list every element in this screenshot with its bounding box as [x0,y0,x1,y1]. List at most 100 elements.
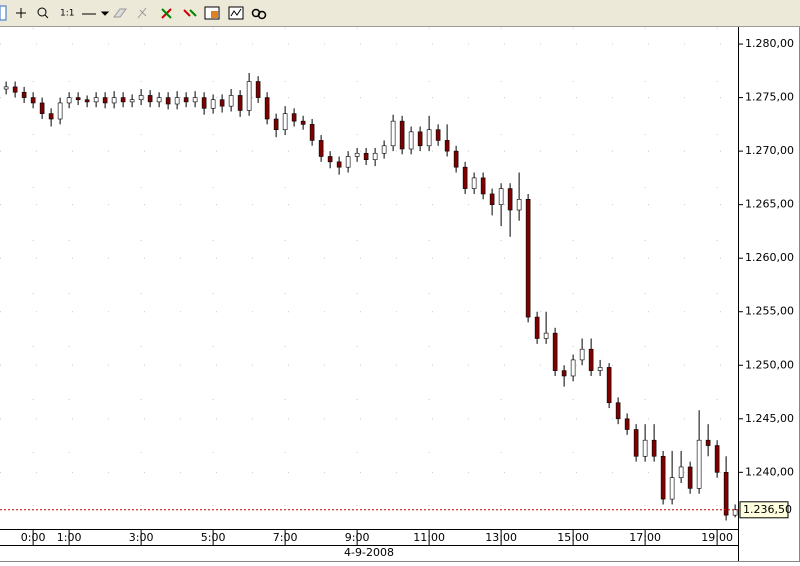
candle-body [435,129,441,141]
candle-body [84,99,90,103]
candle-body [525,199,531,318]
candle-body [615,402,621,420]
candle-body [687,466,693,489]
candle-body [561,370,567,377]
candle-body [588,348,594,371]
candle-body [507,188,513,211]
candle-body [165,97,171,105]
candle-body [30,97,36,104]
y-tick-label: 1.250,00 [745,358,794,371]
candle-body [57,102,63,120]
link-button[interactable] [251,8,267,20]
last-price-box [739,501,789,519]
candle-body [291,113,297,122]
draw-button[interactable] [137,7,147,19]
last-price-label: 1.236,50 [743,503,792,516]
x-tick-label: 13:00 [485,531,517,544]
x-tick-label: 5:00 [201,531,226,544]
candle-body [336,161,342,168]
x-tick-label: 19:00 [701,531,733,544]
candle-body [264,97,270,120]
candle-body [453,150,459,168]
arrows-button[interactable] [161,8,172,19]
zoom-button[interactable] [37,7,49,19]
x-tick-label: 11:00 [413,531,445,544]
candle-body [237,95,243,111]
candle-body [93,97,99,103]
candle-body [39,102,45,114]
select-button[interactable] [0,5,7,21]
candle-body [408,131,414,150]
candle-body [138,95,144,101]
candle-body [579,348,585,361]
line-tool[interactable] [82,11,110,16]
y-tick-label: 1.255,00 [745,305,794,318]
candle-body [129,99,135,103]
candle-body [543,332,549,339]
candle-body [489,193,495,205]
x-tick-label: 1:00 [57,531,82,544]
candle-body [498,188,504,205]
candle-body [309,124,315,141]
candle-body [201,97,207,109]
candle-body [426,129,432,147]
y-tick-label: 1.270,00 [745,144,794,157]
y-tick-label: 1.260,00 [745,251,794,264]
candle-body [48,113,54,120]
candle-body [651,439,657,457]
candle-body [102,97,108,104]
candle-body [732,509,738,516]
candle-body [300,120,306,125]
candle-body [327,156,333,163]
candle-body [669,477,675,500]
y-tick-label: 1.265,00 [745,198,794,211]
candle-body [399,120,405,150]
candle-body [534,316,540,339]
candle-body [480,177,486,195]
candle-body [228,95,234,107]
y-tick-label: 1.275,00 [745,91,794,104]
candle-body [318,140,324,157]
candle-body [714,445,720,473]
candle-body [462,166,468,189]
candle-body [3,86,9,90]
candle-body [219,99,225,107]
crosshair-button[interactable] [16,8,26,18]
x-tick-label: 17:00 [629,531,661,544]
window-button[interactable] [204,6,220,20]
candle-body [21,91,27,98]
candle-body [354,152,360,157]
y-tick-label: 1.280,00 [745,37,794,50]
zoom-ratio[interactable]: 1:1 [60,9,74,19]
candle-body [552,332,558,371]
candle-body [570,359,576,377]
candle-body [255,81,261,98]
candle-body [282,113,288,131]
eraser-button[interactable] [113,8,127,18]
candle-body [111,97,117,104]
candle-body [273,118,279,131]
candle-body [444,140,450,152]
candle-body [174,97,180,105]
trades-button[interactable] [183,9,197,17]
candle-body [210,99,216,109]
candle-body [345,156,351,168]
x-tick-label: 9:00 [345,531,370,544]
x-tick-label: 15:00 [557,531,589,544]
candle-body [390,120,396,147]
candle-body [417,131,423,147]
candle-body [75,97,81,101]
x-tick-label: 3:00 [129,531,154,544]
candle-body [597,367,603,371]
toolbar [0,0,800,26]
y-tick-label: 1.240,00 [745,465,794,478]
x-tick-label: 7:00 [273,531,298,544]
candle-body [12,86,18,93]
candle-body [120,97,126,103]
candle-body [678,466,684,478]
candle-body [363,152,369,160]
chart-button[interactable] [228,6,244,20]
candle-body [705,439,711,446]
